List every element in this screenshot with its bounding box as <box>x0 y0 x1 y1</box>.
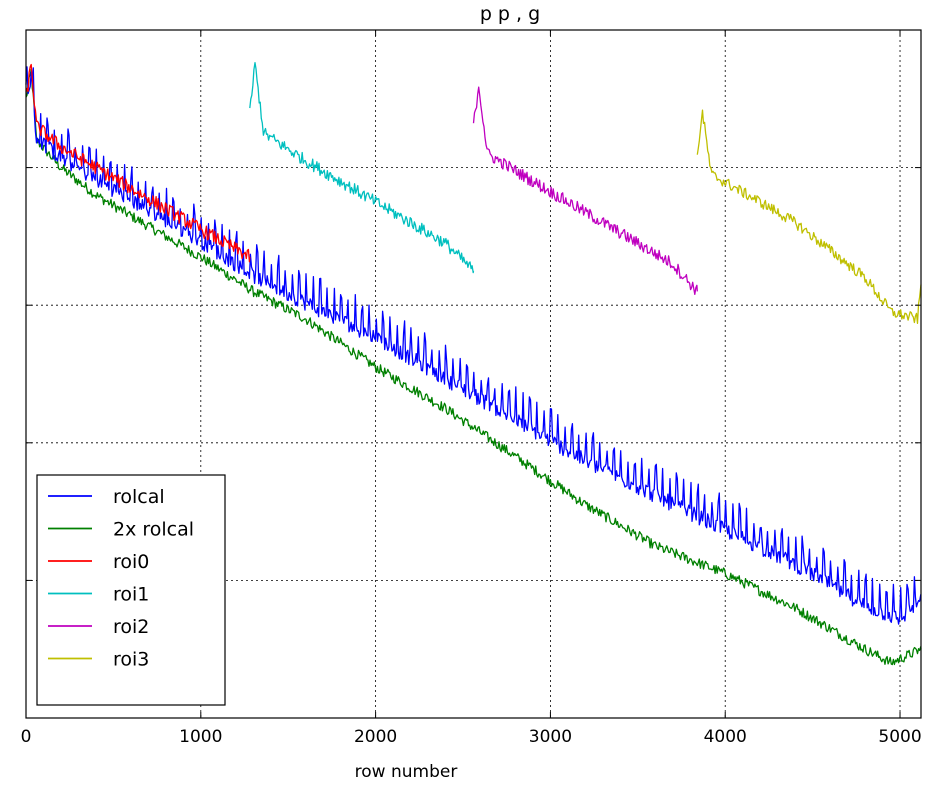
series-lines <box>25 62 922 666</box>
x-axis-label: row number <box>355 762 458 782</box>
series-line-roi3 <box>696 109 922 325</box>
series-line-roi0 <box>25 63 251 263</box>
x-tick-label: 2000 <box>354 727 397 747</box>
legend-label-roi2: roi2 <box>113 616 149 638</box>
x-tick-label: 5000 <box>878 727 921 747</box>
series-line-rolcal <box>25 66 922 625</box>
legend-box <box>36 474 226 706</box>
series-line-roi2 <box>472 86 698 296</box>
legend: rolcal 2x rolcal roi0 roi1 roi2 roi3 <box>36 474 226 706</box>
x-tick-label: 1000 <box>179 727 222 747</box>
legend-label-roi3: roi3 <box>113 649 149 671</box>
x-tick-label: 3000 <box>529 727 572 747</box>
series-line-2x-rolcal <box>25 68 922 666</box>
legend-label-roi1: roi1 <box>113 584 149 606</box>
axis-ticks: 0 1000 2000 3000 4000 5000 <box>21 30 922 747</box>
x-tick-label: 4000 <box>704 727 747 747</box>
legend-label-roi0: roi0 <box>113 551 149 573</box>
plot-frame <box>25 29 922 719</box>
legend-label-2x-rolcal: 2x rolcal <box>113 519 194 541</box>
series-line-roi1 <box>249 62 475 274</box>
grid-lines <box>26 30 921 718</box>
legend-label-rolcal: rolcal <box>113 486 165 508</box>
x-tick-label: 0 <box>21 727 32 747</box>
chart-title-fragment: p p , g <box>480 3 540 25</box>
